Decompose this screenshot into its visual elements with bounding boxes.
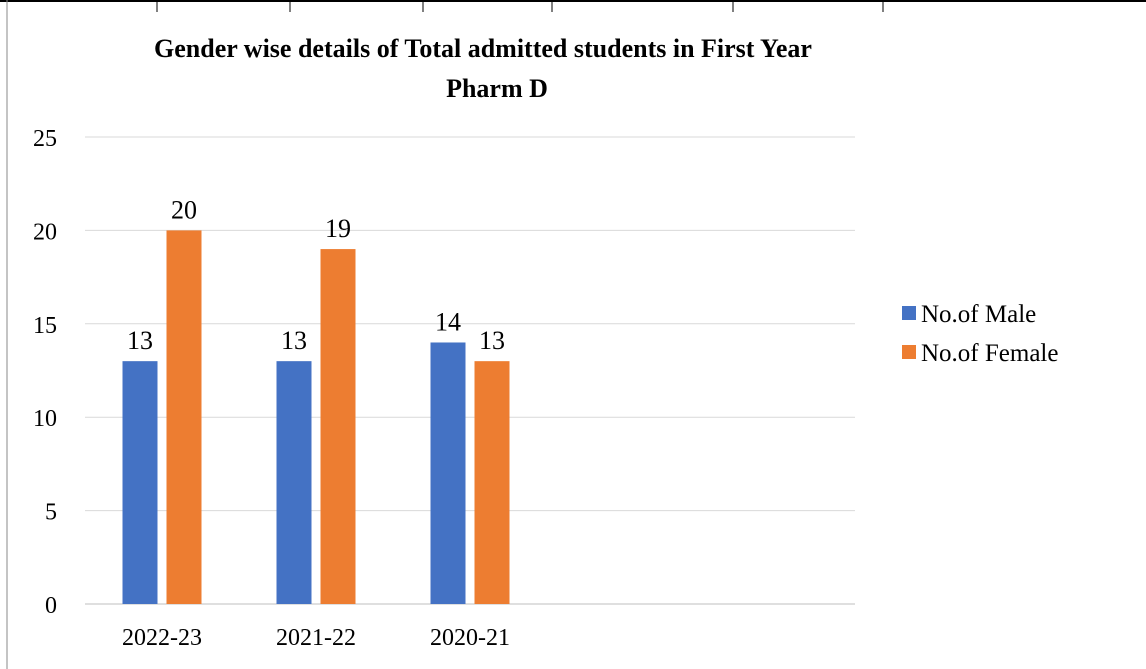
chart-title-line-1: Gender wise details of Total admitted st… — [154, 34, 812, 63]
data-label: 20 — [171, 195, 197, 224]
bar-female-2022-23 — [166, 230, 202, 604]
data-label: 14 — [435, 307, 461, 336]
legend-label: No.of Male — [921, 301, 1036, 328]
bar-male-2021-22 — [276, 361, 312, 604]
data-labels: 13 20 13 19 14 13 — [127, 195, 505, 355]
data-label: 13 — [479, 326, 505, 355]
legend: No.of Male No.of Female — [902, 301, 1058, 367]
y-tick-label: 10 — [33, 406, 57, 432]
data-label: 13 — [281, 326, 307, 355]
bar-male-2020-21 — [430, 342, 466, 604]
y-axis-ticks: 0 5 10 15 20 25 — [33, 126, 57, 619]
x-tick-label: 2021-22 — [276, 625, 356, 651]
chart-title-line-2: Pharm D — [446, 74, 548, 103]
x-tick-label: 2020-21 — [430, 625, 510, 651]
y-tick-label: 15 — [33, 313, 57, 339]
gridlines — [85, 136, 855, 605]
y-tick-label: 0 — [45, 593, 57, 619]
legend-swatch — [902, 345, 916, 359]
bar-female-2021-22 — [320, 249, 356, 604]
chart-title: Gender wise details of Total admitted st… — [154, 34, 812, 103]
bars — [122, 230, 510, 604]
legend-label: No.of Female — [921, 340, 1058, 367]
x-tick-label: 2022-23 — [122, 625, 202, 651]
y-tick-label: 5 — [45, 500, 57, 526]
y-tick-label: 25 — [33, 126, 57, 152]
data-label: 13 — [127, 326, 153, 355]
data-label: 19 — [325, 214, 351, 243]
bar-male-2022-23 — [122, 361, 158, 604]
y-tick-label: 20 — [33, 219, 57, 245]
x-axis-ticks: 2022-23 2021-22 2020-21 — [122, 625, 510, 651]
bar-female-2020-21 — [474, 361, 510, 604]
legend-swatch — [902, 306, 916, 320]
